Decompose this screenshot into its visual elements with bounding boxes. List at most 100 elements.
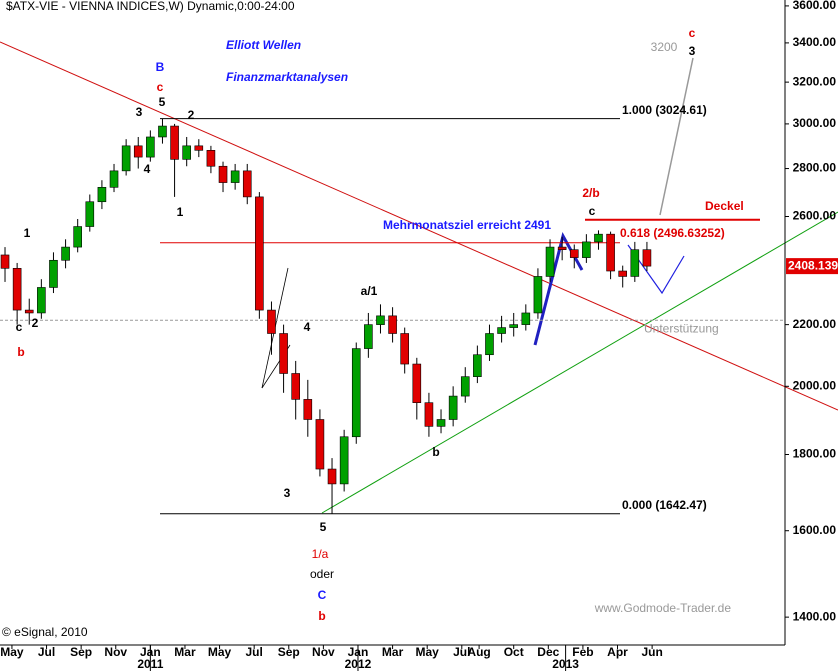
annotation: 2 bbox=[32, 316, 39, 330]
candle-body bbox=[182, 145, 191, 160]
x-tick-label: May bbox=[0, 645, 24, 659]
annotation: 1 bbox=[177, 205, 184, 219]
candle-body bbox=[170, 125, 179, 160]
annotation: c bbox=[16, 320, 23, 334]
level-label: 0.000 (1642.47) bbox=[622, 498, 707, 512]
candle-body bbox=[49, 259, 58, 288]
candle-body bbox=[121, 145, 131, 172]
heading: Elliott Wellen bbox=[226, 38, 301, 52]
annotation: c bbox=[589, 204, 596, 218]
candle-body bbox=[473, 354, 482, 377]
candle-body bbox=[485, 333, 494, 356]
candle-body bbox=[642, 249, 652, 267]
chart-title: $ATX-VIE - VIENNA INDICES,W) Dynamic,0:0… bbox=[6, 0, 295, 13]
candle-body bbox=[158, 125, 167, 138]
annotation: b bbox=[318, 609, 325, 623]
candle-body bbox=[582, 241, 591, 258]
candle-body bbox=[61, 246, 70, 261]
resistance-trendline bbox=[0, 41, 838, 411]
candle-body bbox=[569, 249, 579, 258]
x-tick-label: May bbox=[416, 645, 440, 659]
y-tick-label: 2000.00 bbox=[793, 378, 837, 392]
x-tick-label: Mar bbox=[174, 645, 196, 659]
level-label: 1.000 (3024.61) bbox=[622, 103, 707, 117]
candle-body bbox=[194, 145, 204, 151]
candle-body bbox=[545, 246, 555, 277]
y-tick-label: 3200.00 bbox=[793, 74, 837, 88]
x-tick-label: Sep bbox=[70, 645, 92, 659]
candle-body bbox=[388, 315, 397, 334]
y-tick-label: 3400.00 bbox=[793, 35, 837, 49]
x-tick-label: Jul bbox=[245, 645, 262, 659]
wave-projection bbox=[533, 231, 584, 346]
x-tick-label: Mar bbox=[382, 645, 404, 659]
annotation: C bbox=[318, 588, 327, 602]
annotation: 4 bbox=[304, 320, 311, 334]
candle-body bbox=[339, 436, 349, 485]
candle-body bbox=[412, 363, 422, 403]
annotation: a/1 bbox=[361, 284, 378, 298]
year-label: 2011 bbox=[137, 657, 163, 671]
support-trendline bbox=[321, 211, 838, 514]
x-tick-label: Sep bbox=[278, 645, 300, 659]
x-tick-label: Oct bbox=[504, 645, 524, 659]
candle-body bbox=[436, 419, 446, 427]
annotation: 1/a bbox=[312, 547, 329, 561]
annotation: b bbox=[17, 345, 24, 359]
annotation: 3 bbox=[136, 105, 143, 119]
candle-body bbox=[267, 309, 276, 334]
x-tick-label: Nov bbox=[104, 645, 127, 659]
x-tick-label: Jul bbox=[38, 645, 55, 659]
candle-body bbox=[533, 276, 543, 314]
candle-body bbox=[400, 333, 409, 365]
candle-body bbox=[37, 287, 46, 314]
candle-body bbox=[291, 373, 300, 400]
candle-body bbox=[364, 324, 373, 349]
x-tick-label: Apr bbox=[607, 645, 628, 659]
candle-body bbox=[327, 468, 337, 485]
candle-body bbox=[509, 324, 519, 328]
wave-projection bbox=[627, 244, 685, 295]
candle-body bbox=[230, 170, 240, 183]
candle-body bbox=[448, 395, 458, 420]
candle-body bbox=[618, 270, 628, 277]
x-tick-label: Jun bbox=[641, 645, 662, 659]
annotation: 2 bbox=[188, 108, 195, 122]
annotation: 3 bbox=[284, 486, 291, 500]
x-tick-label: Jul bbox=[453, 645, 470, 659]
year-label: 2012 bbox=[345, 657, 372, 671]
last-price-box bbox=[786, 258, 838, 275]
annotation: c bbox=[157, 80, 164, 94]
last-price-label: 2408.139 bbox=[788, 258, 838, 272]
y-tick-label: 2600.00 bbox=[793, 209, 837, 223]
annotation: 5 bbox=[159, 95, 166, 109]
annotation: 1 bbox=[24, 226, 31, 240]
candle-body bbox=[85, 201, 95, 227]
y-tick-label: 3600.00 bbox=[793, 0, 837, 12]
candle-body bbox=[146, 136, 155, 158]
level-label: 0.618 (2496.63252) bbox=[620, 226, 725, 240]
candle-body bbox=[303, 399, 313, 420]
candle-body bbox=[315, 419, 325, 470]
candle-body bbox=[206, 150, 216, 167]
level-label: Deckel bbox=[705, 199, 744, 213]
y-tick-label: 1800.00 bbox=[793, 447, 837, 461]
candle-body bbox=[279, 333, 288, 374]
candle-body bbox=[24, 309, 34, 314]
candle-body bbox=[218, 165, 228, 183]
candle-body bbox=[497, 327, 506, 334]
level-label: Unterstützung bbox=[644, 321, 719, 335]
candle-body bbox=[255, 196, 264, 311]
candle-body bbox=[109, 170, 119, 188]
candle-body bbox=[460, 376, 470, 397]
annotation: c bbox=[689, 26, 696, 40]
x-tick-label: Nov bbox=[312, 645, 335, 659]
candle-body bbox=[12, 268, 22, 311]
annotation: Mehrmonatsziel erreicht 2491 bbox=[383, 218, 551, 232]
annotation: 2/b bbox=[582, 186, 599, 200]
x-tick-label: Aug bbox=[467, 645, 490, 659]
y-tick-label: 2800.00 bbox=[793, 161, 837, 175]
candle-body bbox=[376, 315, 385, 325]
